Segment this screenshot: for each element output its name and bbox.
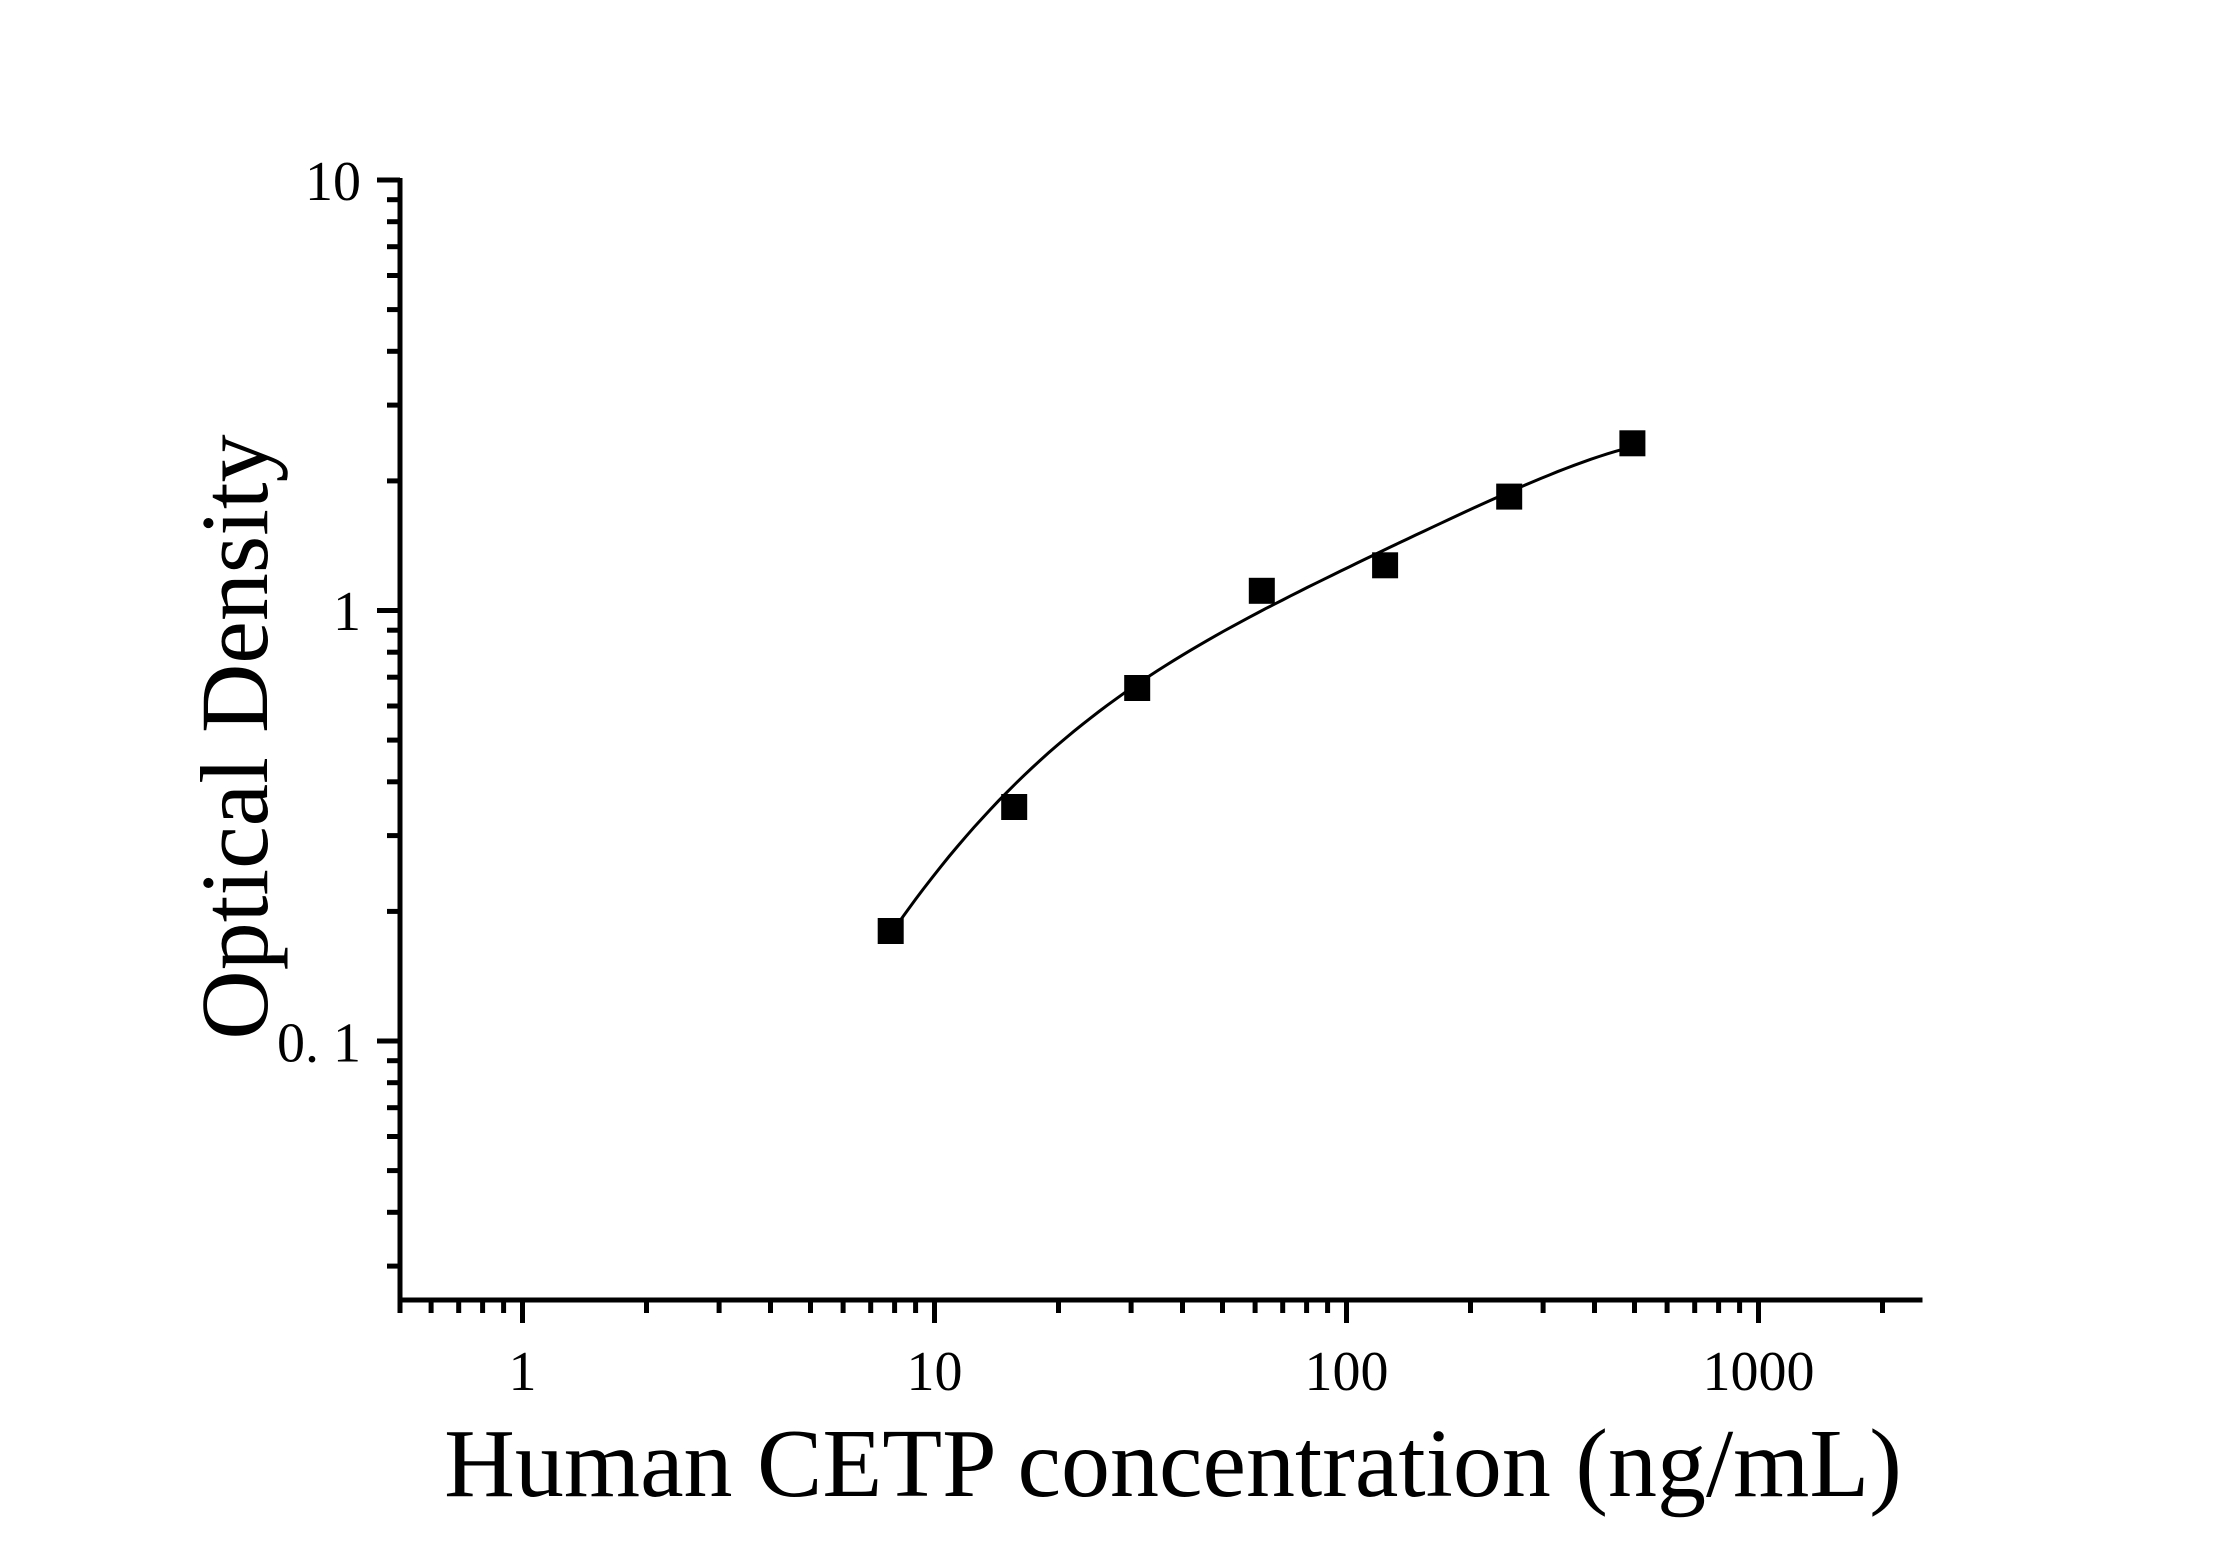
svg-text:1: 1 [333,581,361,643]
svg-text:0. 1: 0. 1 [277,1012,361,1074]
svg-text:Optical Density: Optical Density [181,434,288,1039]
svg-text:10: 10 [305,151,361,213]
svg-text:1: 1 [509,1341,537,1403]
svg-text:10: 10 [907,1341,963,1403]
svg-text:100: 100 [1305,1341,1389,1403]
svg-text:1000: 1000 [1703,1341,1815,1403]
svg-text:Human CETP concentration (ng/m: Human CETP concentration (ng/mL) [444,1410,1902,1518]
